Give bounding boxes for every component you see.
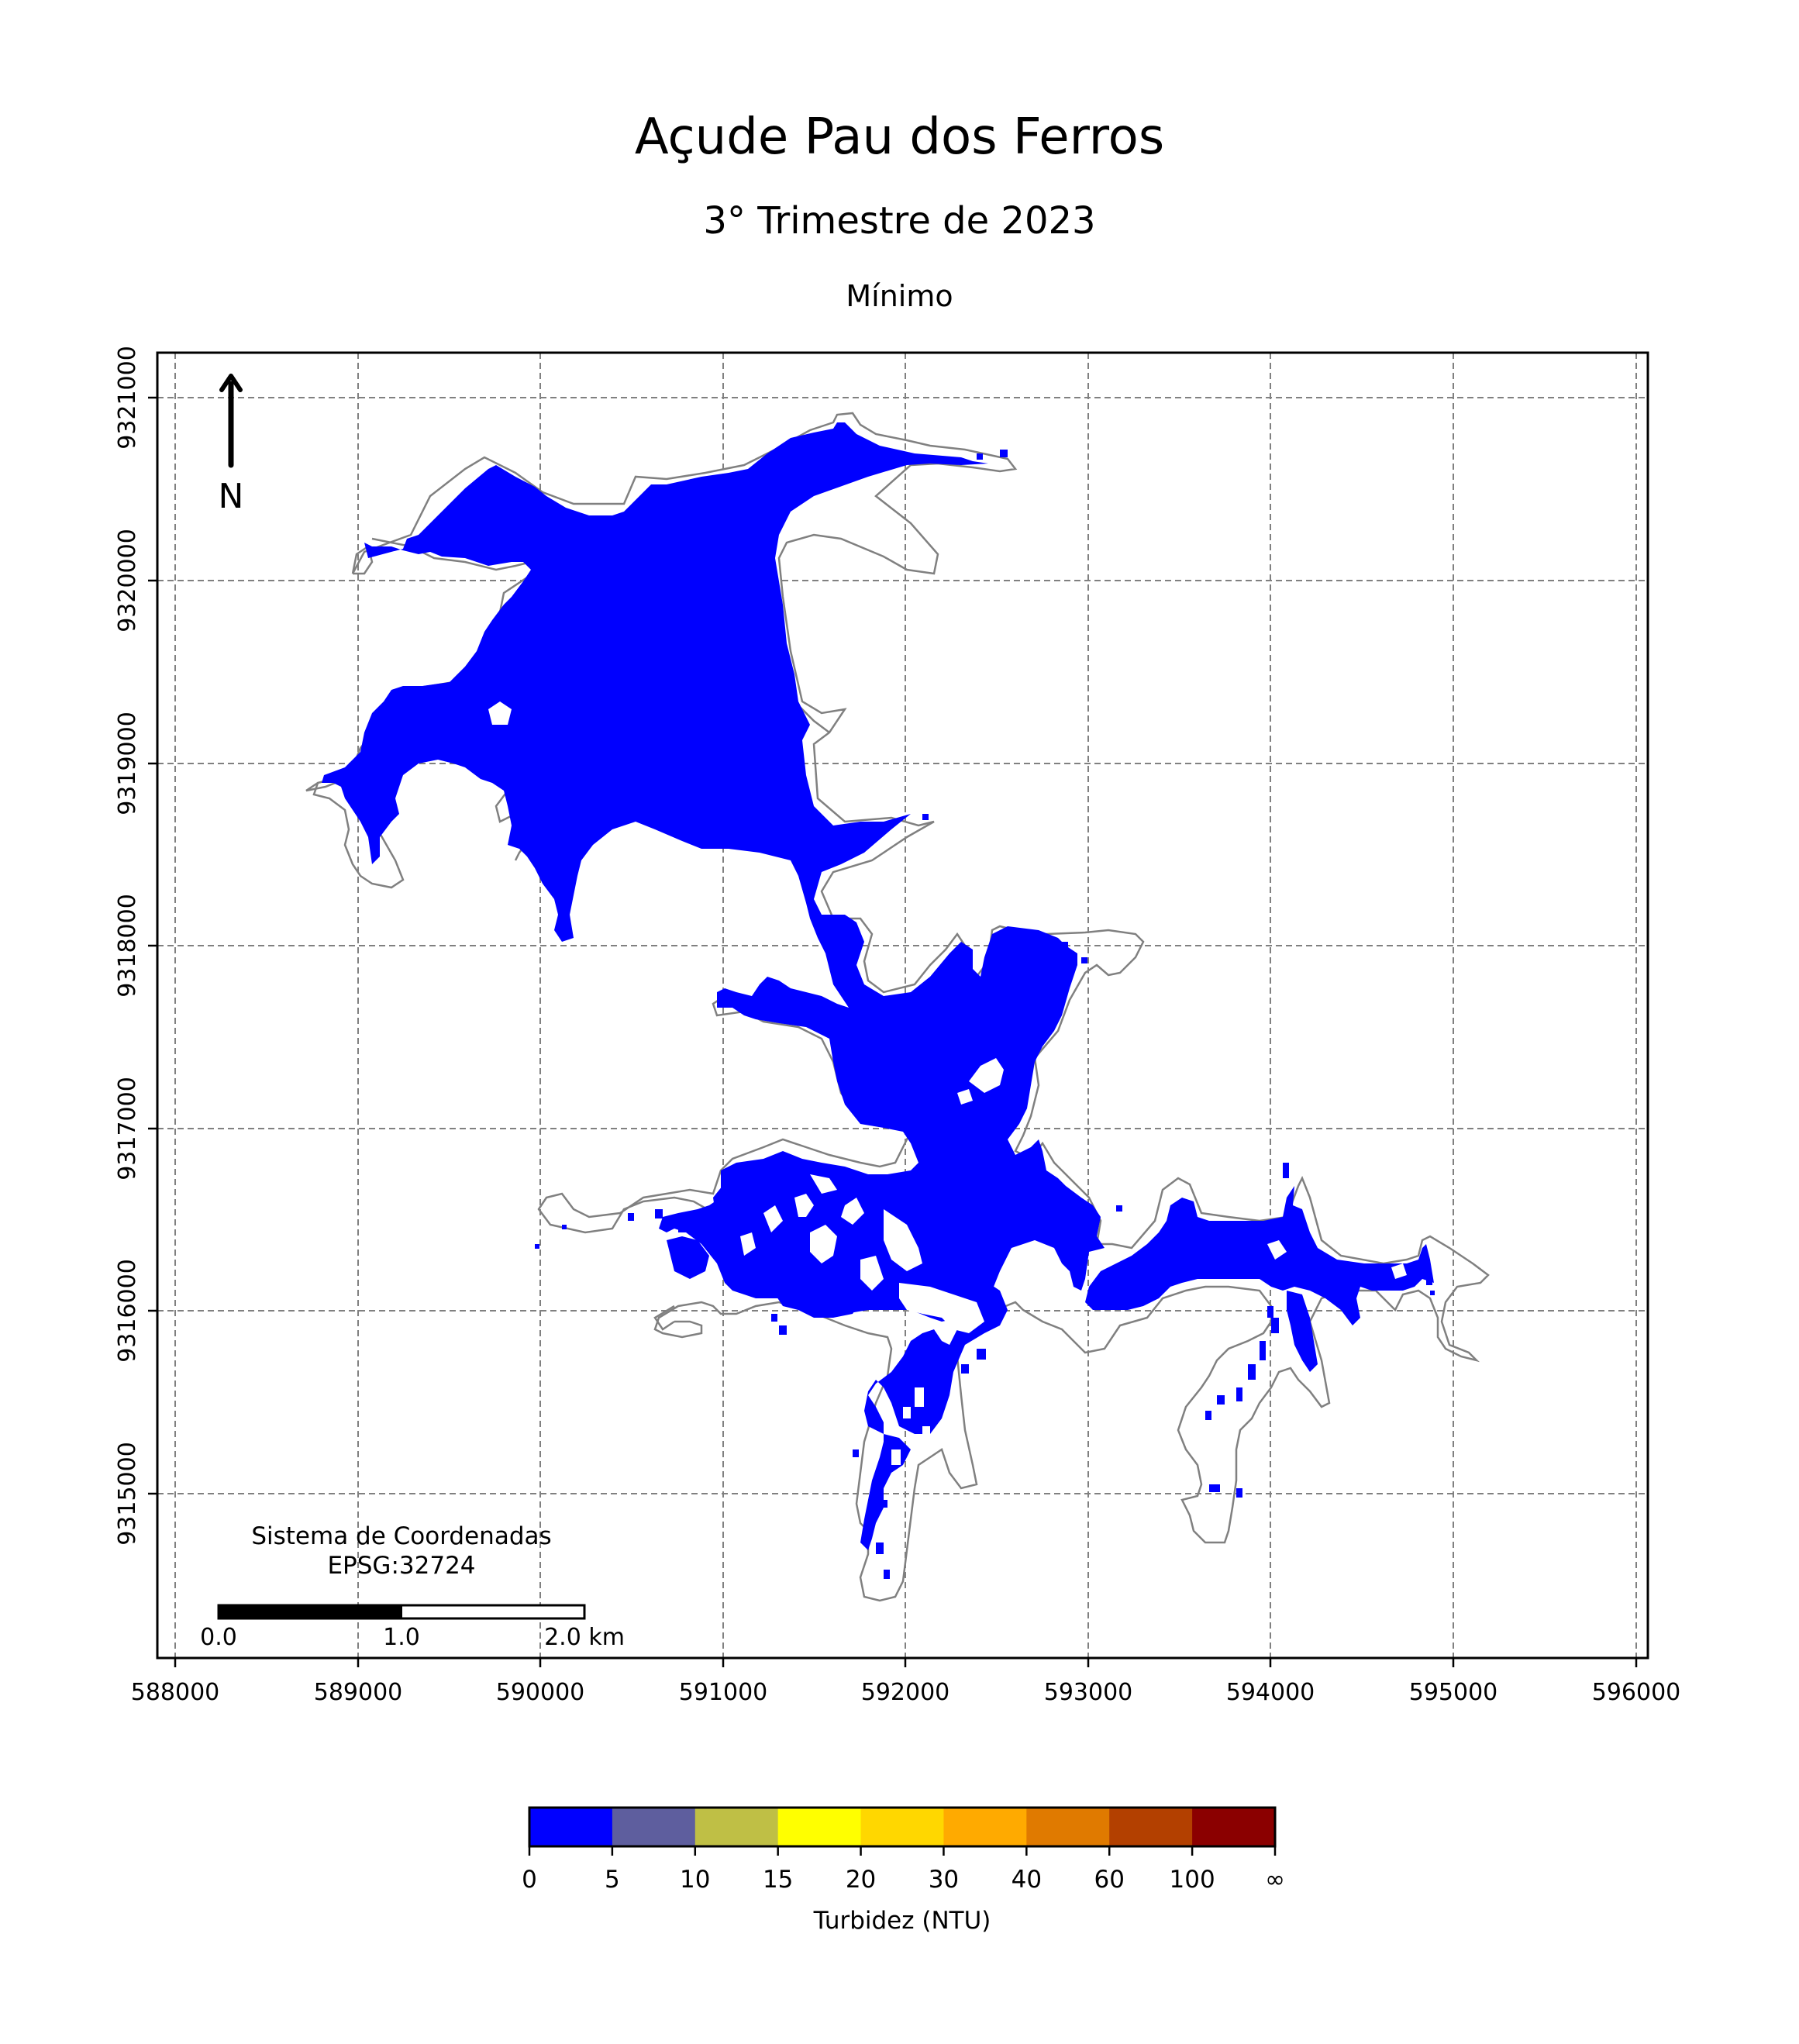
statistic-label: Mínimo bbox=[846, 279, 953, 313]
map-subtitle: 3° Trimestre de 2023 bbox=[703, 199, 1096, 243]
y-axis: 9315000 9316000 9317000 9318000 9319000 … bbox=[114, 346, 157, 1546]
north-label: N bbox=[219, 477, 244, 516]
colorbar-tick-label: 20 bbox=[846, 1866, 876, 1894]
map-title: Açude Pau dos Ferros bbox=[634, 109, 1165, 166]
x-tick-label: 589000 bbox=[314, 1679, 403, 1706]
colorbar-tick-label: 0 bbox=[522, 1866, 537, 1894]
y-tick-label: 9318000 bbox=[114, 894, 141, 998]
colorbar-swatch bbox=[612, 1808, 696, 1846]
x-tick-label: 592000 bbox=[861, 1679, 950, 1706]
x-tick-label: 591000 bbox=[679, 1679, 768, 1706]
colorbar-swatch bbox=[694, 1808, 779, 1846]
scale-label: 1.0 bbox=[383, 1624, 420, 1651]
x-tick-label: 596000 bbox=[1592, 1679, 1681, 1706]
y-tick-label: 9321000 bbox=[114, 346, 141, 450]
x-tick-label: 594000 bbox=[1226, 1679, 1315, 1706]
colorbar-swatch bbox=[529, 1808, 613, 1846]
colorbar-tick-label: 10 bbox=[680, 1866, 710, 1894]
colorbar-swatches bbox=[529, 1808, 1276, 1846]
scale-label: 2.0 km bbox=[544, 1624, 625, 1651]
crs-line2: EPSG:32724 bbox=[327, 1552, 475, 1580]
water-mask bbox=[322, 422, 1435, 1579]
colorbar-swatch bbox=[1192, 1808, 1276, 1846]
colorbar-label: Turbidez (NTU) bbox=[813, 1907, 991, 1935]
colorbar-swatch bbox=[860, 1808, 944, 1846]
crs-info: Sistema de Coordenadas EPSG:32724 bbox=[251, 1522, 551, 1580]
colorbar-swatch bbox=[1109, 1808, 1193, 1846]
north-arrow: N bbox=[219, 374, 244, 516]
colorbar-tick-label: 30 bbox=[929, 1866, 959, 1894]
scale-bar: 0.0 1.0 2.0 km bbox=[200, 1604, 625, 1651]
x-tick-label: 590000 bbox=[496, 1679, 585, 1706]
x-tick-label: 595000 bbox=[1409, 1679, 1498, 1706]
colorbar-tick-label: ∞ bbox=[1265, 1866, 1285, 1894]
colorbar-swatch bbox=[1026, 1808, 1110, 1846]
scale-label: 0.0 bbox=[200, 1624, 237, 1651]
colorbar-frame bbox=[528, 1806, 1277, 1848]
colorbar-tick-label: 15 bbox=[763, 1866, 793, 1894]
map-panel: 588000 589000 590000 591000 592000 59300… bbox=[114, 346, 1680, 1706]
islands bbox=[488, 701, 1407, 1465]
y-tick-label: 9317000 bbox=[114, 1077, 141, 1181]
colorbar-tick-label: 60 bbox=[1094, 1866, 1124, 1894]
colorbar-swatch bbox=[777, 1808, 862, 1846]
colorbar-tick-label: 100 bbox=[1170, 1866, 1215, 1894]
y-tick-label: 9319000 bbox=[114, 712, 141, 815]
y-tick-label: 9315000 bbox=[114, 1442, 141, 1546]
colorbar-swatch bbox=[943, 1808, 1027, 1846]
colorbar: 0 5 10 15 20 30 40 60 100 ∞ Turbidez (NTU) bbox=[522, 1806, 1285, 1935]
map-frame bbox=[156, 351, 1649, 1660]
crs-line1: Sistema de Coordenadas bbox=[251, 1522, 551, 1550]
x-axis: 588000 589000 590000 591000 592000 59300… bbox=[131, 1658, 1681, 1706]
y-tick-label: 9316000 bbox=[114, 1259, 141, 1363]
x-tick-label: 593000 bbox=[1044, 1679, 1133, 1706]
colorbar-tick-label: 40 bbox=[1012, 1866, 1042, 1894]
colorbar-tick-label: 5 bbox=[605, 1866, 620, 1894]
y-tick-label: 9320000 bbox=[114, 529, 141, 633]
x-tick-label: 588000 bbox=[131, 1679, 220, 1706]
